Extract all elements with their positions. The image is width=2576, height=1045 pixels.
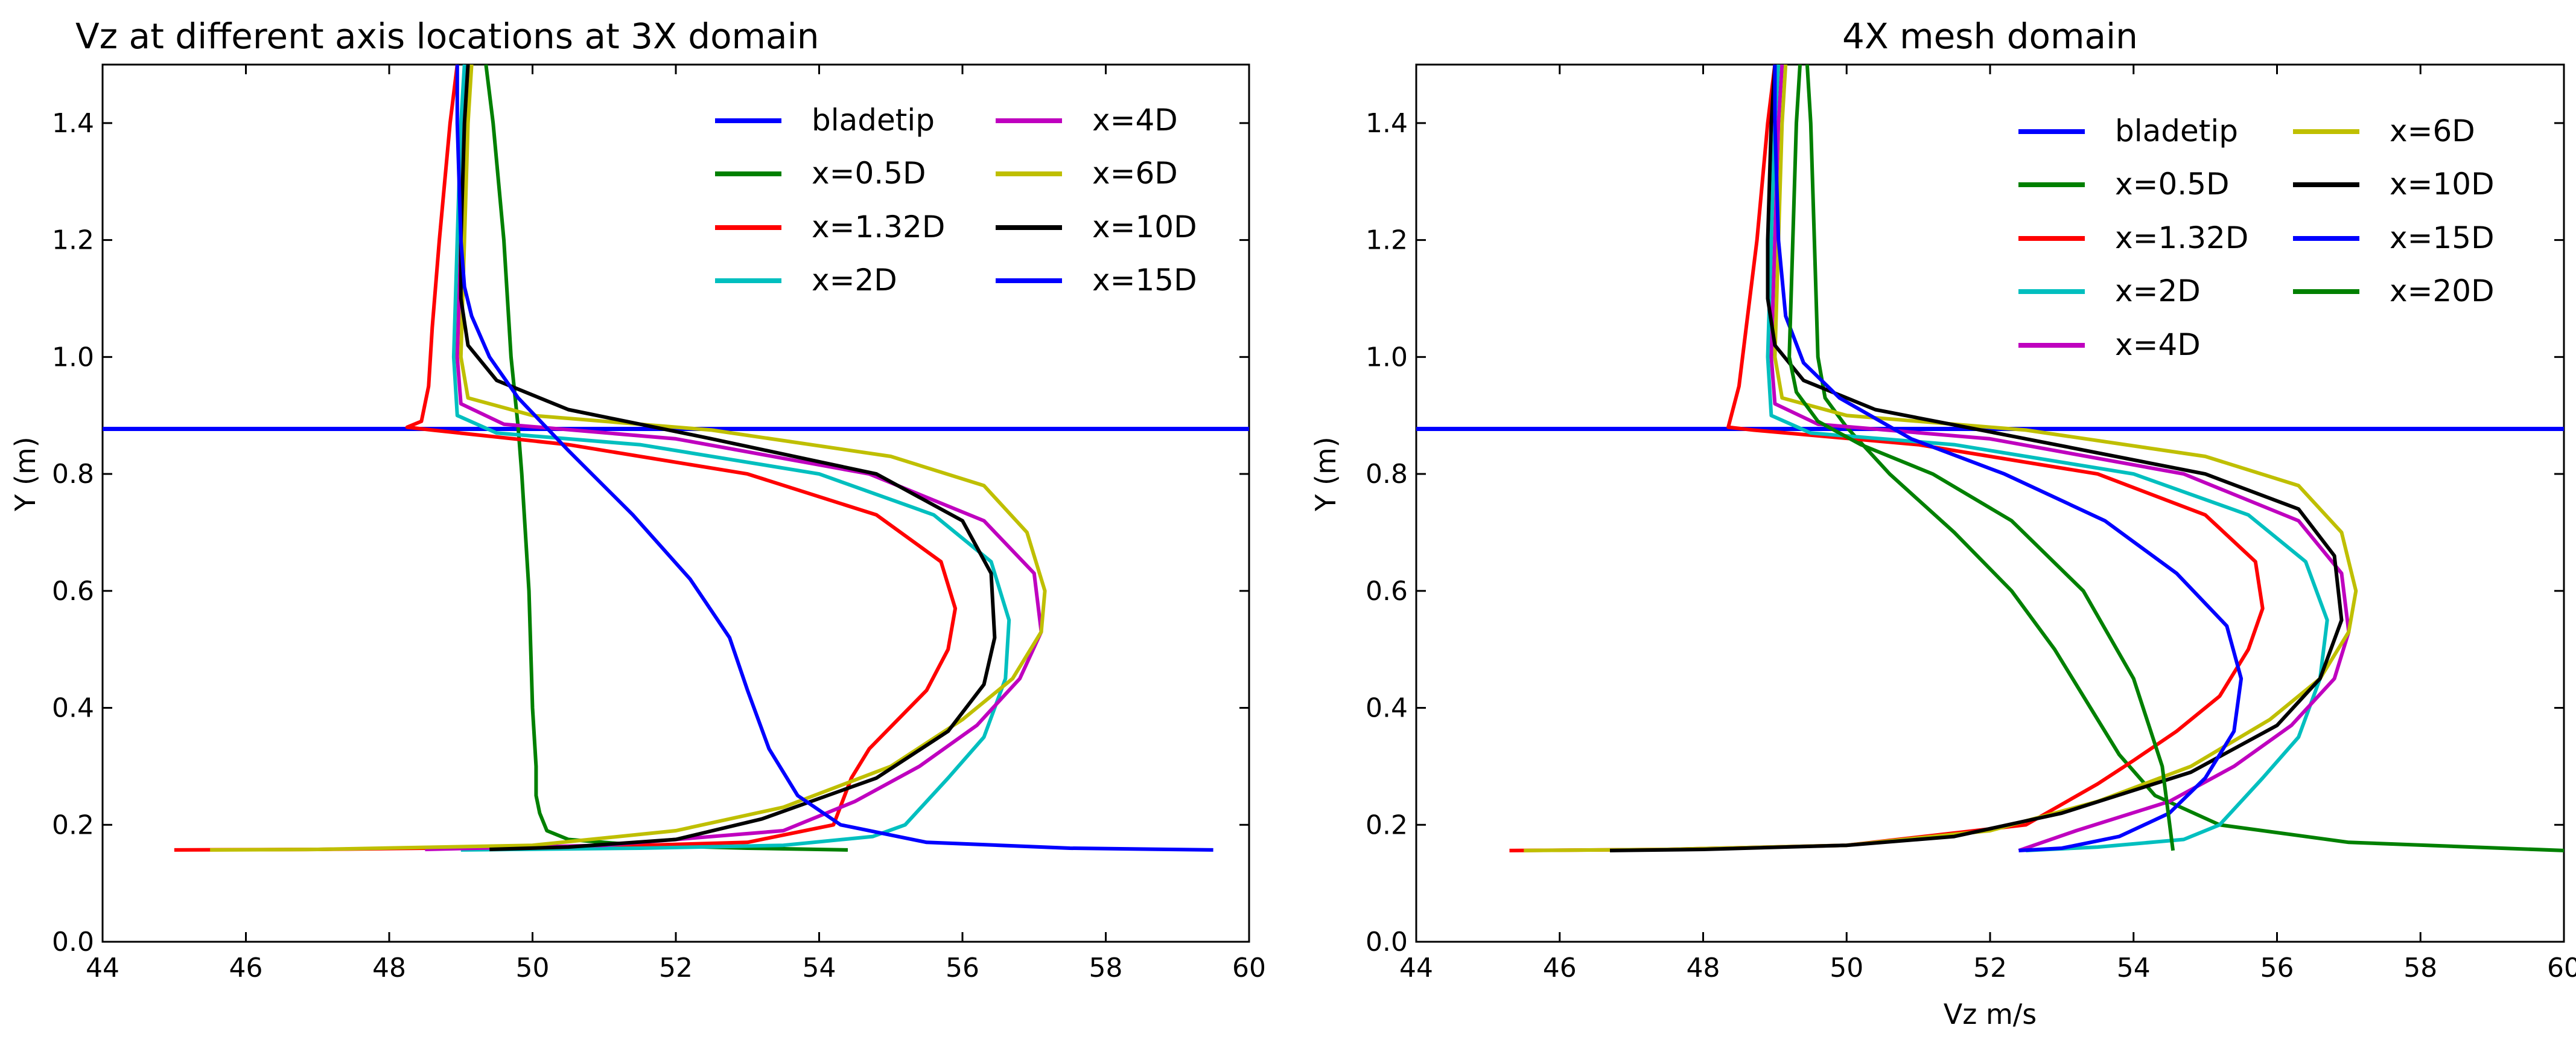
left-y-tick-label: 0.2: [52, 810, 94, 840]
left-legend-label-x6d: x=6D: [1092, 156, 1178, 191]
right-legend-label-x1-32d: x=1.32D: [2115, 220, 2248, 255]
left-series-x-10d: [459, 64, 997, 851]
right-legend-item-x1-32d: x=1.32D: [2018, 220, 2248, 255]
left-y-tick-label: 0.6: [52, 576, 94, 607]
right-y-tick-label: 0.6: [1366, 576, 1408, 607]
right-series-x-20d: [1787, 64, 2175, 851]
left-y-tick-label: 0.4: [52, 693, 94, 724]
left-chart: Vz at different axis locations at 3X dom…: [9, 16, 1266, 983]
right-y-tick-label: 1.2: [1366, 225, 1408, 256]
left-legend-label-x1-32d: x=1.32D: [812, 209, 945, 244]
right-x-tick-label: 46: [1543, 953, 1577, 983]
right-y-tick-label: 0.0: [1366, 927, 1408, 957]
left-x-tick-label: 44: [86, 953, 119, 983]
left-series-x-0-5d: [484, 64, 848, 852]
right-series: [1416, 64, 2565, 852]
right-legend-label-x4d: x=4D: [2115, 327, 2201, 362]
left-legend-item-x0-5d: x=0.5D: [715, 156, 926, 191]
right-legend-label-x0-5d: x=0.5D: [2115, 167, 2230, 202]
left-legend-label-x2d: x=2D: [812, 263, 897, 298]
right-legend-label-x15d: x=15D: [2390, 220, 2495, 255]
right-plot-area: 44 46 48 50 52 54 56 58 60 0.0 0.2 0.4 0.6 0.8 1.0 1.2 1…: [1366, 63, 2576, 983]
right-y-tick-label: 0.8: [1366, 459, 1408, 490]
left-legend: bladetip x=0.5D x=1.32D x=2D x=4D x=6D: [715, 103, 1197, 298]
left-series: [103, 64, 1249, 852]
left-legend-item-x6d: x=6D: [996, 156, 1178, 191]
right-legend-item-x15d: x=15D: [2293, 220, 2495, 255]
right-series-x-15d: [1773, 65, 2244, 852]
left-plot-area: 44 46 48 50 52 54 56 58 60 0.0 0.2 0.4 0.6 0.8 1.0 1.2 1…: [52, 63, 1266, 983]
right-series-x-10d: [1609, 64, 2344, 852]
left-x-tick-label: 54: [803, 953, 836, 983]
left-x-tick-label: 48: [372, 953, 406, 983]
left-legend-item-x2d: x=2D: [715, 263, 897, 298]
left-series-x-2d: [451, 64, 1011, 852]
right-ticks: 44 46 48 50 52 54 56 58 60 0.0 0.2 0.4 0.6 0.8 1.0 1.2 1…: [1366, 65, 2576, 983]
right-legend-label-x10d: x=10D: [2390, 167, 2495, 202]
left-ticks: 44 46 48 50 52 54 56 58 60 0.0 0.2 0.4 0.6 0.8 1.0 1.2 1…: [52, 65, 1266, 983]
right-legend-item-x20d: x=20D: [2293, 273, 2495, 308]
right-legend-item-x10d: x=10D: [2293, 167, 2495, 202]
left-series-x-1-32d: [174, 64, 958, 852]
right-x-tick-label: 54: [2117, 953, 2151, 983]
right-series-x-0-5d: [1805, 64, 2565, 852]
left-y-tick-label: 1.0: [52, 342, 94, 372]
right-legend-item-bladetip: bladetip: [2018, 113, 2238, 149]
left-y-axis-label: Y (m): [9, 436, 42, 511]
right-y-tick-label: 1.0: [1366, 342, 1408, 372]
right-x-tick-label: 44: [1399, 953, 1433, 983]
right-series-x-1-32d: [1509, 64, 2265, 852]
left-series-x-15d: [455, 65, 1213, 852]
right-legend-label-x20d: x=20D: [2390, 273, 2495, 308]
left-legend-item-x4d: x=4D: [996, 103, 1178, 138]
right-legend-item-x6d: x=6D: [2293, 113, 2475, 149]
right-y-tick-label: 0.4: [1366, 693, 1408, 724]
right-x-tick-label: 56: [2260, 953, 2294, 983]
left-x-tick-label: 60: [1232, 953, 1266, 983]
left-legend-item-x15d: x=15D: [996, 263, 1197, 298]
right-legend-item-x2d: x=2D: [2018, 273, 2201, 308]
left-y-tick-label: 1.4: [52, 108, 94, 139]
right-legend: bladetip x=0.5D x=1.32D x=2D x=4D x=6D: [2018, 113, 2495, 362]
left-legend-label-x4d: x=4D: [1092, 103, 1178, 138]
left-x-tick-label: 46: [229, 953, 263, 983]
left-plot-frame: [101, 63, 1250, 943]
left-y-tick-label: 0.0: [52, 927, 94, 957]
left-y-tick-label: 1.2: [52, 225, 94, 256]
left-x-tick-label: 56: [946, 953, 979, 983]
right-chart-title: 4X mesh domain: [1842, 16, 2138, 57]
left-legend-label-x15d: x=15D: [1092, 263, 1197, 298]
left-series-x-4d: [425, 64, 1043, 851]
right-x-tick-label: 50: [1830, 953, 1863, 983]
right-y-tick-label: 1.4: [1366, 108, 1408, 139]
left-chart-title: Vz at different axis locations at 3X dom…: [75, 16, 819, 57]
left-legend-label-x10d: x=10D: [1092, 209, 1197, 244]
left-legend-item-bladetip: bladetip: [715, 103, 935, 138]
right-chart: 4X mesh domain Y (m) Vz m/s 44 46 48 50 52 54…: [1309, 16, 2576, 1031]
left-series-x-6d: [210, 64, 1047, 852]
right-x-tick-label: 60: [2547, 953, 2576, 983]
left-legend-item-x1-32d: x=1.32D: [715, 209, 945, 244]
right-legend-label-bladetip: bladetip: [2115, 113, 2238, 149]
right-x-tick-label: 52: [1973, 953, 2007, 983]
right-x-axis-label: Vz m/s: [1944, 998, 2037, 1031]
left-x-tick-label: 52: [659, 953, 693, 983]
right-legend-label-x2d: x=2D: [2115, 273, 2201, 308]
right-y-axis-label: Y (m): [1309, 436, 1342, 511]
right-x-tick-label: 48: [1687, 953, 1720, 983]
left-y-tick-label: 0.8: [52, 459, 94, 490]
left-legend-label-x0-5d: x=0.5D: [812, 156, 926, 191]
right-legend-item-x0-5d: x=0.5D: [2018, 167, 2230, 202]
right-series-x-2d: [1766, 64, 2329, 852]
left-legend-label-bladetip: bladetip: [812, 103, 935, 138]
right-x-tick-label: 58: [2403, 953, 2437, 983]
right-y-tick-label: 0.2: [1366, 810, 1408, 840]
left-x-tick-label: 50: [516, 953, 550, 983]
left-x-tick-label: 58: [1089, 953, 1123, 983]
right-legend-item-x4d: x=4D: [2018, 327, 2201, 362]
left-legend-item-x10d: x=10D: [996, 209, 1197, 244]
right-legend-label-x6d: x=6D: [2390, 113, 2475, 149]
